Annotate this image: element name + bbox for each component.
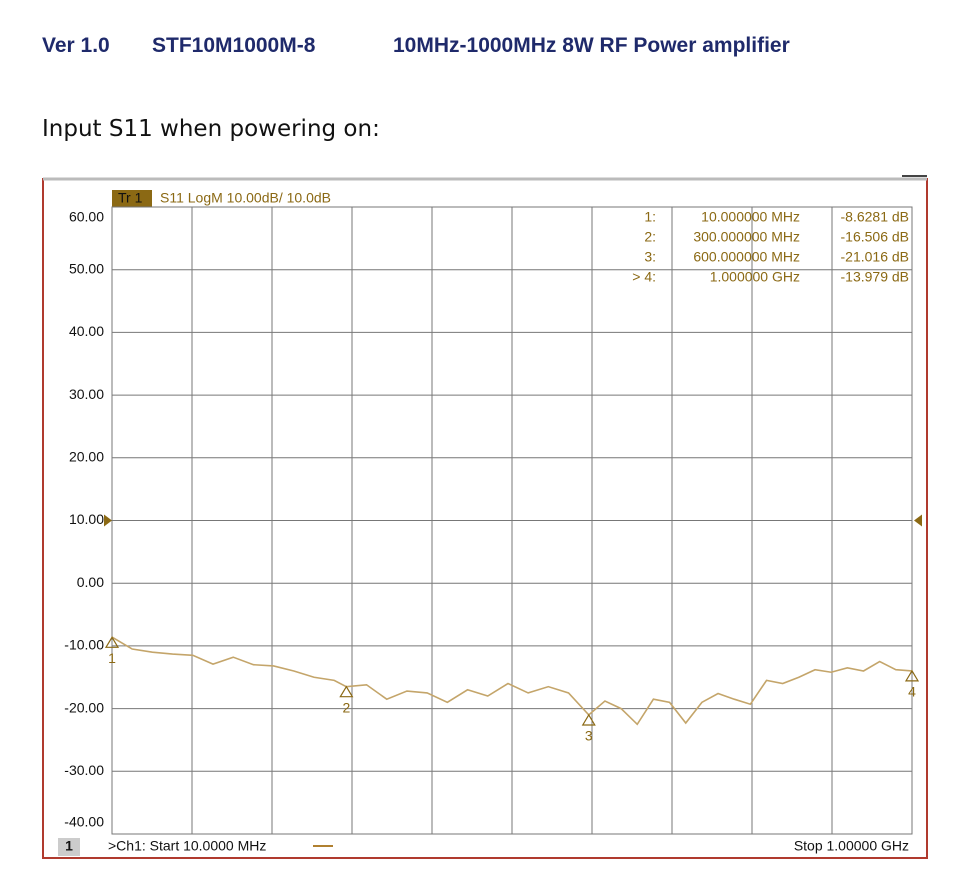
frame [42,178,928,859]
marker-number: 3 [585,728,593,744]
marker-response: -21.016 dB [841,249,910,265]
marker-stimulus: 300.000000 MHz [693,229,800,245]
model: STF10M1000M-8 [152,34,316,57]
y-tick-label: -30.00 [64,762,104,778]
start-label: >Ch1: Start 10.0000 MHz [108,838,266,854]
reference-arrow [104,514,112,527]
marker-stimulus: 600.000000 MHz [693,249,800,265]
marker-number: 2 [342,699,350,715]
marker [904,669,920,682]
marker-number: 1 [108,650,116,666]
marker [104,636,120,648]
marker [581,713,596,726]
channel-label: 1 [65,838,73,854]
trace-badge [112,190,152,207]
y-tick-label: -20.00 [64,699,104,715]
marker-label: > 4: [632,269,656,285]
marker-label: 2: [644,229,656,245]
y-tick-label: 0.00 [77,574,104,590]
marker-number: 4 [908,684,916,700]
marker [339,685,354,698]
y-tick-label: 50.00 [69,260,104,276]
marker-label: 1: [644,209,656,225]
reference-arrow [914,514,922,527]
y-tick-label: 30.00 [69,386,104,402]
y-tick-label: 60.00 [69,209,104,225]
y-tick-label: 20.00 [69,449,104,465]
description: 10MHz-1000MHz 8W RF Power amplifier [393,34,790,57]
caption: Input S11 when powering on: [42,116,380,142]
marker-response: -8.6281 dB [841,209,910,225]
y-tick-label: 40.00 [69,323,104,339]
marker-label: 3: [644,249,656,265]
y-tick-label: 10.00 [69,511,104,527]
trace-title: S11 LogM 10.00dB/ 10.0dB [160,190,331,206]
y-tick-label: -40.00 [64,814,104,830]
trace [111,636,913,726]
stop-label: Stop 1.00000 GHz [794,838,909,854]
marker-response: -13.979 dB [841,269,910,285]
version: Ver 1.0 [42,34,110,57]
trace-label: Tr 1 [118,190,143,206]
y-tick-label: -10.00 [64,637,104,653]
channel-badge [58,838,80,856]
marker-stimulus: 10.000000 MHz [701,209,800,225]
marker-response: -16.506 dB [841,229,910,245]
marker-stimulus: 1.000000 GHz [710,269,800,285]
